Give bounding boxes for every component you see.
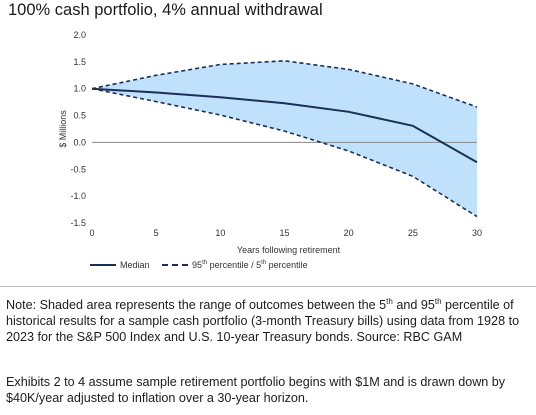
y-tick-label: 0.0 bbox=[73, 137, 86, 147]
x-tick-label: 15 bbox=[279, 228, 289, 238]
x-tick-label: 20 bbox=[344, 228, 354, 238]
x-axis-label: Years following retirement bbox=[237, 245, 341, 255]
separator bbox=[0, 286, 536, 287]
legend-solid-swatch bbox=[90, 264, 116, 267]
chart-title: 100% cash portfolio, 4% annual withdrawa… bbox=[8, 1, 323, 19]
y-tick-label: 1.5 bbox=[73, 57, 86, 67]
y-tick-label: -1.5 bbox=[70, 218, 86, 228]
y-tick-label: -0.5 bbox=[70, 164, 86, 174]
y-tick-label: 1.0 bbox=[73, 84, 86, 94]
x-tick-label: 0 bbox=[89, 228, 94, 238]
y-tick-label: -1.0 bbox=[70, 191, 86, 201]
y-axis-label: $ Millions bbox=[58, 110, 68, 148]
x-tick-label: 25 bbox=[408, 228, 418, 238]
p5-line bbox=[91, 87, 478, 218]
p95-line bbox=[91, 59, 478, 108]
x-tick-label: 5 bbox=[154, 228, 159, 238]
legend-dashed-swatch bbox=[162, 264, 189, 267]
note-text: Note: Shaded area represents the range o… bbox=[6, 296, 520, 344]
legend-item-median: Median bbox=[90, 260, 150, 270]
legend-median-label: Median bbox=[120, 259, 150, 270]
x-tick-label: 10 bbox=[215, 228, 225, 238]
exhibits-text: Exhibits 2 to 4 assume sample retirement… bbox=[6, 375, 506, 405]
y-tick-label: 2.0 bbox=[73, 30, 86, 40]
median-line bbox=[91, 87, 478, 164]
legend: Median 95th percentile / 5th percentile bbox=[90, 259, 318, 270]
legend-item-percentile: 95th percentile / 5th percentile bbox=[162, 260, 308, 270]
percentile-band bbox=[92, 60, 477, 217]
legend-percentile-label: 95th percentile / 5th percentile bbox=[192, 259, 308, 270]
x-tick-label: 30 bbox=[472, 228, 482, 238]
y-tick-label: 0.5 bbox=[73, 111, 86, 121]
chart-svg: 2.0 1.5 1.0 0.5 0.0 -0.5 -1.0 -1.5 0 5 10 15 20 25 30… bbox=[58, 30, 482, 255]
